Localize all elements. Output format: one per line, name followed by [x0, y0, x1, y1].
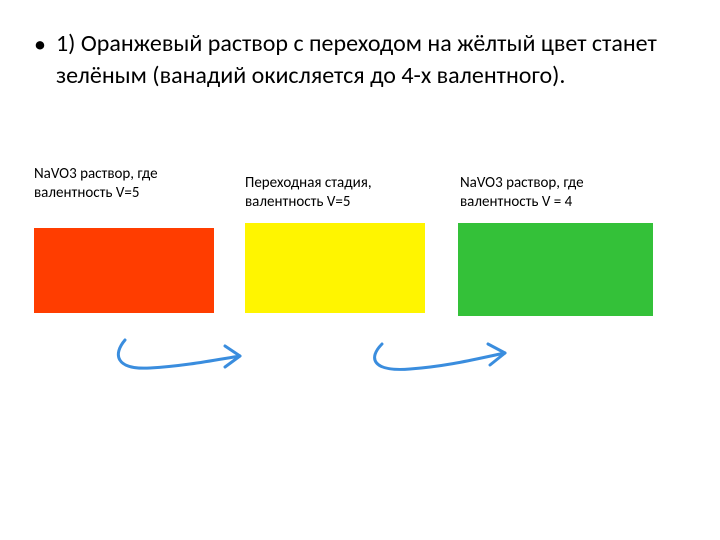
stage-1-label: NaVO3 раствор, где валентность V=5 — [34, 165, 184, 203]
stage-2-label: Переходная стадия, валентность V=5 — [245, 174, 415, 212]
arrow-1-icon — [105, 332, 265, 382]
arrow-2-icon — [360, 332, 530, 382]
stage-2-colorbox — [245, 223, 425, 313]
stage-1-colorbox — [34, 228, 214, 313]
stage-3-label: NaVO3 раствор, где валентность V = 4 — [460, 174, 630, 212]
bullet-text: 1) Оранжевый раствор с переходом на жёлт… — [56, 28, 686, 92]
stage-2: Переходная стадия, валентность V=5 — [245, 174, 415, 212]
bullet-marker: • — [34, 30, 46, 60]
stage-3: NaVO3 раствор, где валентность V = 4 — [460, 174, 630, 212]
bullet-item: • 1) Оранжевый раствор с переходом на жё… — [34, 28, 686, 92]
stage-1: NaVO3 раствор, где валентность V=5 — [34, 165, 184, 203]
stage-3-colorbox — [458, 223, 653, 316]
